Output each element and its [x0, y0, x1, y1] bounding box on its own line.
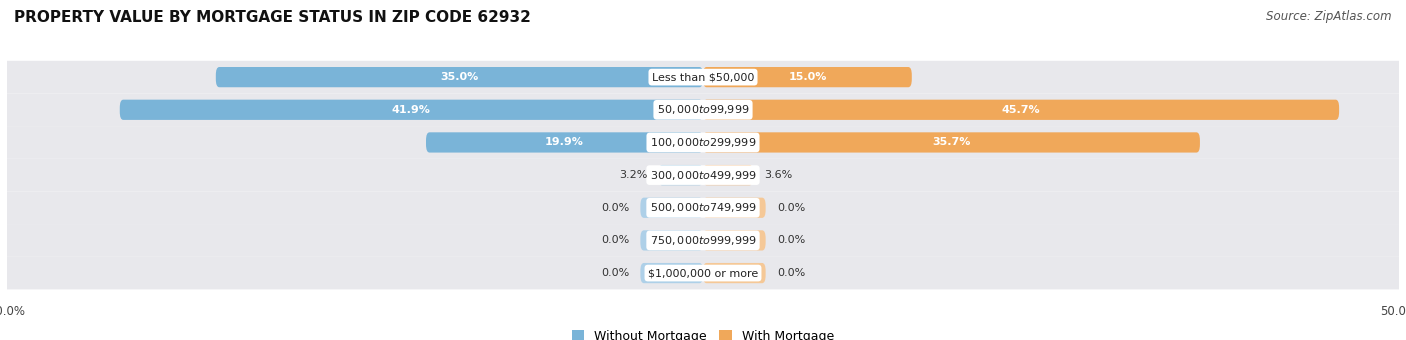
Text: PROPERTY VALUE BY MORTGAGE STATUS IN ZIP CODE 62932: PROPERTY VALUE BY MORTGAGE STATUS IN ZIP… — [14, 10, 531, 25]
FancyBboxPatch shape — [0, 159, 1406, 191]
FancyBboxPatch shape — [703, 67, 912, 87]
FancyBboxPatch shape — [703, 165, 754, 185]
Text: 35.7%: 35.7% — [932, 137, 970, 148]
FancyBboxPatch shape — [120, 100, 703, 120]
Text: 15.0%: 15.0% — [789, 72, 827, 82]
FancyBboxPatch shape — [640, 198, 703, 218]
FancyBboxPatch shape — [0, 94, 1406, 126]
Text: 19.9%: 19.9% — [546, 137, 583, 148]
FancyBboxPatch shape — [640, 263, 703, 283]
Text: 0.0%: 0.0% — [776, 203, 806, 213]
FancyBboxPatch shape — [0, 224, 1406, 257]
FancyBboxPatch shape — [0, 126, 1406, 159]
FancyBboxPatch shape — [658, 165, 703, 185]
Text: 0.0%: 0.0% — [600, 235, 630, 245]
Text: 0.0%: 0.0% — [600, 268, 630, 278]
Text: 35.0%: 35.0% — [440, 72, 478, 82]
FancyBboxPatch shape — [0, 257, 1406, 289]
FancyBboxPatch shape — [703, 230, 766, 251]
FancyBboxPatch shape — [703, 263, 766, 283]
FancyBboxPatch shape — [217, 67, 703, 87]
Text: $300,000 to $499,999: $300,000 to $499,999 — [650, 169, 756, 182]
Text: 41.9%: 41.9% — [392, 105, 430, 115]
Text: $750,000 to $999,999: $750,000 to $999,999 — [650, 234, 756, 247]
Legend: Without Mortgage, With Mortgage: Without Mortgage, With Mortgage — [567, 325, 839, 340]
Text: Less than $50,000: Less than $50,000 — [652, 72, 754, 82]
Text: Source: ZipAtlas.com: Source: ZipAtlas.com — [1267, 10, 1392, 23]
Text: $1,000,000 or more: $1,000,000 or more — [648, 268, 758, 278]
Text: $100,000 to $299,999: $100,000 to $299,999 — [650, 136, 756, 149]
FancyBboxPatch shape — [703, 132, 1199, 153]
Text: 0.0%: 0.0% — [776, 235, 806, 245]
FancyBboxPatch shape — [0, 191, 1406, 224]
Text: 0.0%: 0.0% — [600, 203, 630, 213]
FancyBboxPatch shape — [703, 198, 766, 218]
FancyBboxPatch shape — [703, 100, 1339, 120]
Text: 45.7%: 45.7% — [1001, 105, 1040, 115]
FancyBboxPatch shape — [426, 132, 703, 153]
FancyBboxPatch shape — [0, 61, 1406, 94]
Text: 3.6%: 3.6% — [765, 170, 793, 180]
Text: 0.0%: 0.0% — [776, 268, 806, 278]
Text: $50,000 to $99,999: $50,000 to $99,999 — [657, 103, 749, 116]
FancyBboxPatch shape — [640, 230, 703, 251]
Text: 3.2%: 3.2% — [619, 170, 647, 180]
Text: $500,000 to $749,999: $500,000 to $749,999 — [650, 201, 756, 214]
